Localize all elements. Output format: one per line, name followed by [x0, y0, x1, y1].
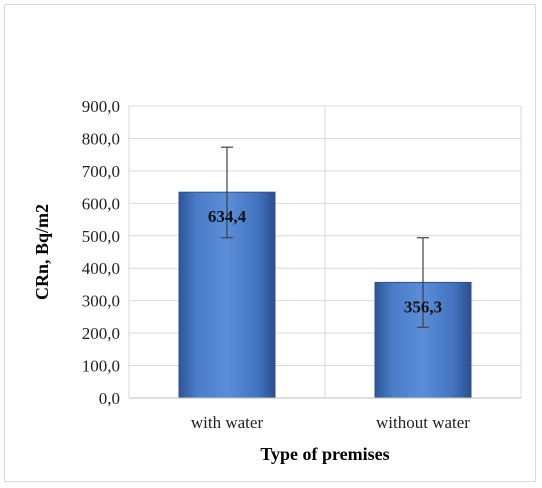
x-axis-title: Type of premises [260, 444, 389, 464]
y-tick-label: 600,0 [82, 194, 120, 213]
y-tick-label: 0,0 [99, 389, 120, 408]
y-tick-label: 500,0 [82, 227, 120, 246]
y-tick-labels: 0,0 100,0 200,0 300,0 400,0 500,0 600,0 700,0 80… [82, 97, 120, 408]
y-tick-label: 400,0 [82, 259, 120, 278]
data-label: 356,3 [404, 297, 442, 316]
y-tick-label: 700,0 [82, 162, 120, 181]
data-labels: 634,4 356,3 [208, 207, 442, 316]
y-tick-label: 300,0 [82, 292, 120, 311]
y-tick-label: 900,0 [82, 97, 120, 116]
x-category-label: without water [376, 413, 470, 432]
y-tick-label: 100,0 [82, 357, 120, 376]
x-category-label: with water [191, 413, 264, 432]
data-label: 634,4 [208, 207, 247, 226]
y-tick-label: 800,0 [82, 129, 120, 148]
error-bars [221, 146, 429, 328]
x-category-labels: with water without water [191, 413, 470, 432]
y-axis-title: CRn, Bq/m2 [32, 204, 52, 300]
y-tick-label: 200,0 [82, 324, 120, 343]
